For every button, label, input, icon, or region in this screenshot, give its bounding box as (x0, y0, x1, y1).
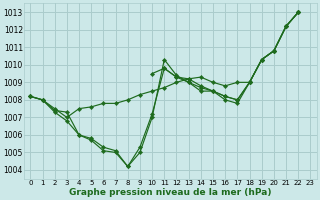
X-axis label: Graphe pression niveau de la mer (hPa): Graphe pression niveau de la mer (hPa) (69, 188, 272, 197)
